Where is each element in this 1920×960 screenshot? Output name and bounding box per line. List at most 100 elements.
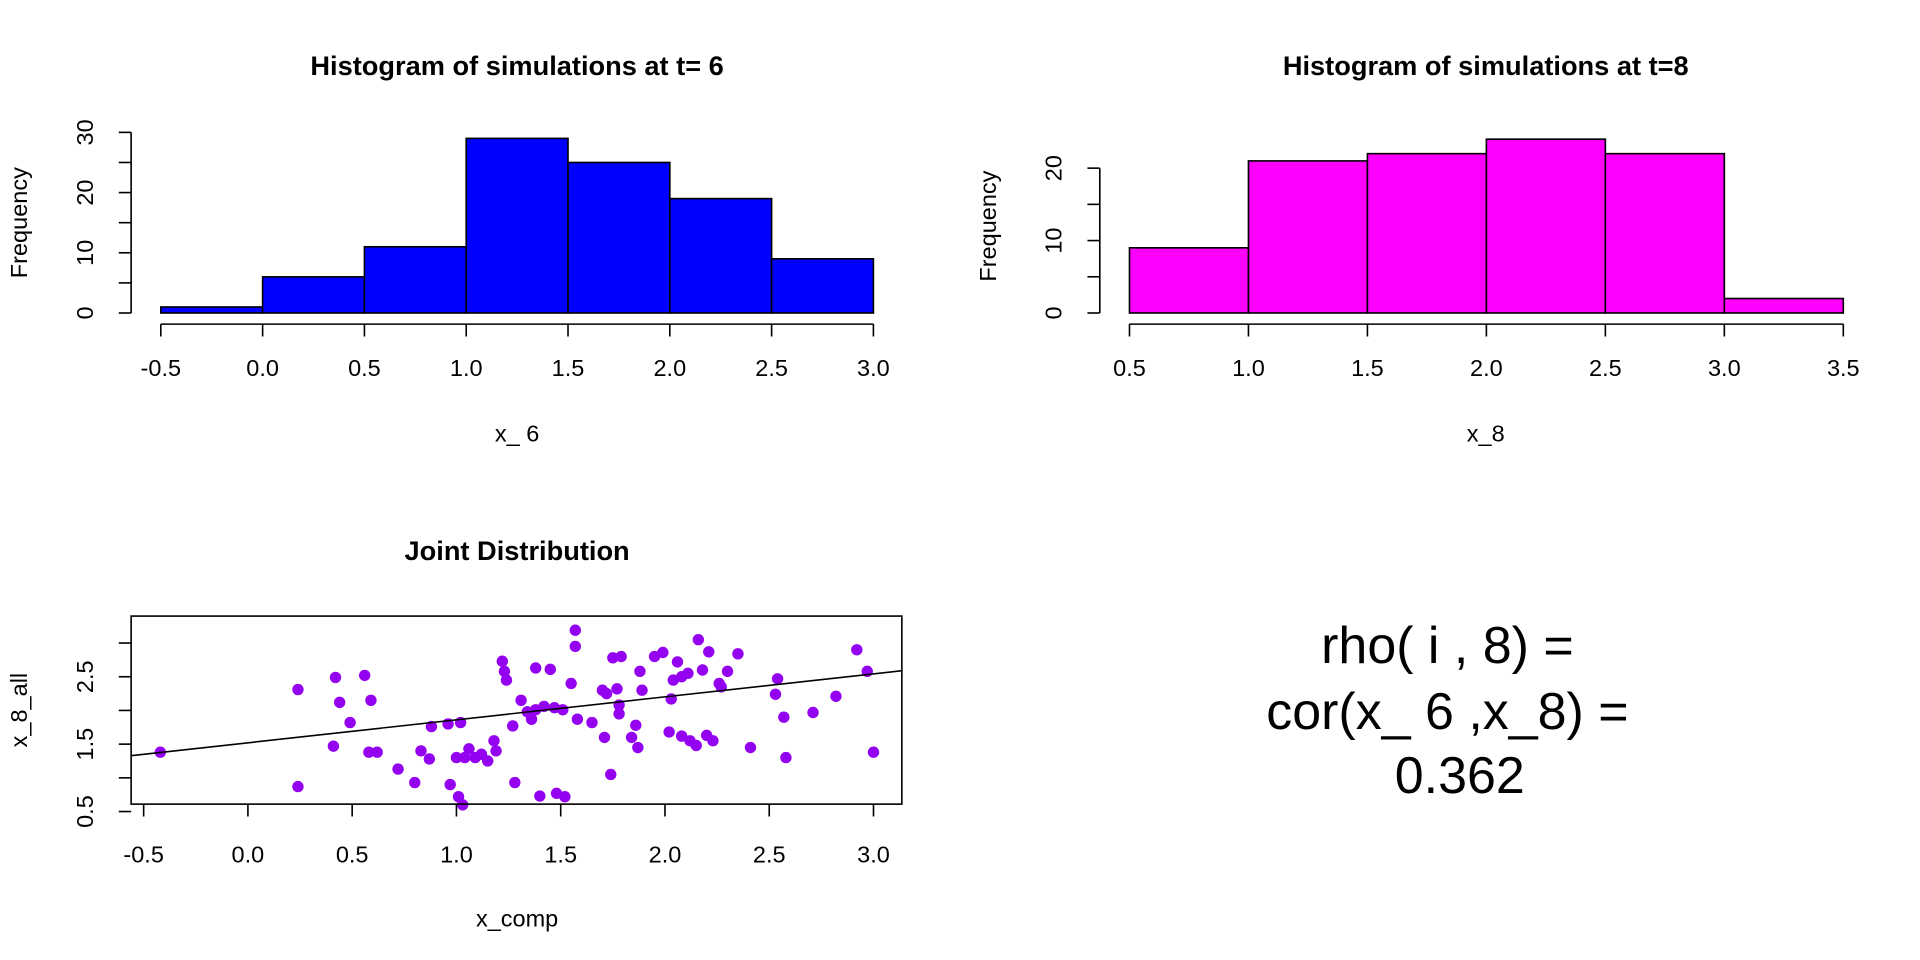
point: [771, 673, 784, 685]
point: [675, 730, 688, 742]
point: [423, 753, 436, 765]
annotation-line: cor(x_ 6 ,x_8) =: [1266, 683, 1628, 741]
point: [682, 667, 694, 680]
point: [496, 655, 509, 667]
point: [557, 704, 569, 716]
x-axis-label: x_ 6: [495, 421, 539, 447]
point: [696, 664, 709, 676]
point: [600, 687, 613, 700]
plot-box: [130, 615, 903, 805]
x-axis-label: x_comp: [476, 906, 558, 932]
point: [459, 751, 471, 764]
bar: [465, 137, 569, 314]
bar: [363, 245, 468, 314]
point: [559, 791, 571, 803]
point: [425, 720, 438, 733]
regression-line: [131, 669, 902, 757]
point: [636, 684, 648, 696]
bar: [669, 197, 773, 314]
bar: [1128, 247, 1250, 314]
point: [525, 713, 538, 725]
point: [663, 726, 675, 738]
annotation-line: rho( i , 8) =: [1321, 617, 1574, 675]
point: [450, 751, 463, 764]
point: [515, 694, 527, 707]
y-tick-label: 10: [1040, 227, 1066, 253]
point: [463, 743, 475, 755]
point: [607, 652, 619, 664]
point: [529, 662, 542, 674]
point: [769, 688, 782, 700]
point: [333, 696, 346, 709]
x-tick-label: 1.5: [552, 355, 585, 381]
bar: [1723, 297, 1845, 314]
point: [482, 755, 494, 767]
bar: [567, 161, 671, 314]
x-tick-label: 3.0: [857, 355, 890, 381]
y-tick-label: 30: [72, 119, 98, 145]
x-tick-label: 3.0: [1708, 355, 1741, 381]
x-tick-label: 0.5: [348, 355, 381, 381]
point: [657, 646, 669, 659]
x-tick-label: 2.5: [753, 841, 786, 867]
point: [615, 650, 627, 663]
point: [721, 665, 734, 678]
point: [605, 768, 617, 781]
x-tick-label: 0.0: [246, 355, 279, 381]
point: [363, 746, 375, 758]
x-tick-label: 1.5: [544, 841, 577, 867]
point: [744, 741, 757, 754]
chart-title: Joint Distribution: [405, 535, 630, 566]
y-tick-label: 20: [72, 180, 98, 206]
point: [358, 669, 371, 682]
point: [534, 790, 546, 802]
point: [613, 708, 625, 720]
bar: [1247, 160, 1369, 314]
bar: [770, 257, 875, 314]
x-tick-label: 0.5: [1113, 355, 1146, 381]
y-tick-label: 1.5: [72, 728, 98, 761]
bar: [1366, 152, 1488, 314]
y-tick-label: 0: [72, 306, 98, 319]
point: [807, 706, 819, 719]
x-tick-label: 2.5: [755, 355, 788, 381]
point: [409, 776, 421, 789]
chart-title: Histogram of simulations at t= 6: [310, 50, 723, 81]
y-tick-label: 10: [72, 240, 98, 266]
x-tick-label: 2.0: [649, 841, 682, 867]
point: [851, 644, 863, 656]
y-tick-label: 2.5: [72, 660, 98, 693]
point: [778, 711, 790, 723]
point: [780, 751, 792, 764]
point: [292, 780, 304, 793]
point: [569, 640, 581, 653]
point: [444, 778, 456, 791]
bar: [261, 276, 366, 314]
point: [571, 713, 584, 725]
point: [500, 674, 513, 686]
point: [598, 731, 611, 744]
bar: [1485, 138, 1607, 314]
bar: [1604, 152, 1726, 314]
point: [344, 716, 356, 729]
point: [365, 694, 377, 707]
point: [509, 776, 521, 789]
point: [498, 665, 511, 678]
point: [690, 739, 702, 752]
chart-title: Histogram of simulations at t=8: [1283, 50, 1689, 81]
point: [565, 677, 577, 690]
y-axis-label: Frequency: [975, 170, 1001, 281]
y-tick-label: 0.5: [72, 795, 98, 828]
point: [569, 624, 581, 636]
y-axis-label: x_8_all: [6, 673, 32, 747]
x-tick-label: 1.0: [440, 841, 473, 867]
point: [632, 741, 644, 754]
point: [703, 646, 715, 658]
point: [830, 690, 842, 702]
x-tick-label: 2.0: [653, 355, 686, 381]
x-tick-label: -0.5: [141, 355, 182, 381]
point: [415, 745, 427, 757]
point: [671, 656, 684, 668]
point: [707, 735, 719, 747]
